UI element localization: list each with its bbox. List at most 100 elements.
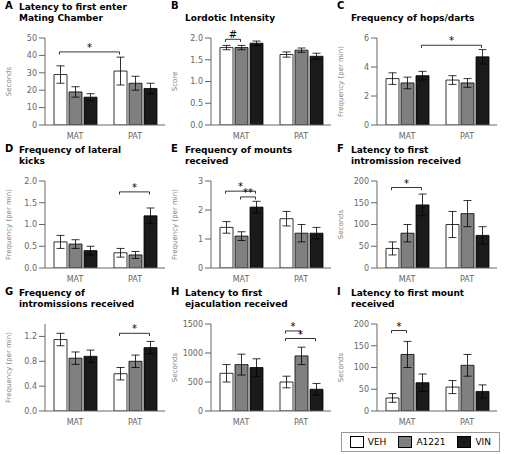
svg-text:Score: Score	[171, 72, 179, 92]
svg-text:0.0: 0.0	[190, 121, 203, 130]
svg-text:#: #	[229, 29, 237, 40]
html-text:ejaculation received: ejaculation received	[185, 299, 288, 309]
svg-text:**: **	[243, 187, 253, 198]
svg-text:6: 6	[364, 34, 369, 43]
svg-text:0: 0	[364, 264, 369, 273]
svg-text:MAT: MAT	[67, 275, 84, 284]
svg-text:PAT: PAT	[294, 418, 308, 427]
html-text:received: received	[351, 299, 395, 309]
svg-text:150: 150	[354, 342, 369, 351]
svg-text:2.0: 2.0	[24, 177, 37, 186]
svg-text:PAT: PAT	[128, 275, 142, 284]
svg-text:*: *	[132, 323, 137, 334]
svg-text:0.5: 0.5	[24, 242, 37, 251]
svg-text:0: 0	[364, 407, 369, 416]
svg-text:*: *	[87, 42, 92, 53]
html-text:Frequency of hops/darts: Frequency of hops/darts	[351, 13, 475, 23]
svg-text:0: 0	[198, 264, 203, 273]
svg-text:MAT: MAT	[233, 418, 250, 427]
svg-text:PAT: PAT	[128, 418, 142, 427]
svg-text:PAT: PAT	[294, 132, 308, 141]
svg-text:PAT: PAT	[460, 275, 474, 284]
svg-text:MAT: MAT	[233, 132, 250, 141]
svg-text:Frequency (per min): Frequency (per min)	[8, 332, 13, 403]
svg-text:1.5: 1.5	[190, 56, 203, 65]
html-text:Mating Chamber: Mating Chamber	[19, 13, 103, 23]
svg-text:MAT: MAT	[399, 275, 416, 284]
svg-text:100: 100	[354, 220, 369, 229]
svg-text:Seconds: Seconds	[8, 66, 13, 96]
svg-text:0.8: 0.8	[24, 357, 37, 366]
html-text:Frequency of: Frequency of	[19, 288, 85, 298]
svg-text:Frequency (per min): Frequency (per min)	[337, 46, 345, 117]
html-text:Latency to first: Latency to first	[351, 145, 429, 155]
svg-text:1.2: 1.2	[24, 332, 37, 341]
svg-text:PAT: PAT	[460, 418, 474, 427]
svg-text:40: 40	[27, 51, 37, 60]
svg-text:*: *	[238, 181, 243, 192]
html-text:Latency to first: Latency to first	[185, 288, 263, 298]
svg-text:1.5: 1.5	[24, 199, 37, 208]
html-text:Latency to first enter: Latency to first enter	[19, 2, 127, 12]
svg-text:2: 2	[198, 206, 203, 215]
svg-text:50: 50	[359, 385, 369, 394]
svg-text:4: 4	[364, 63, 369, 72]
svg-text:0.0: 0.0	[24, 407, 37, 416]
html-text:Frequency of lateral: Frequency of lateral	[19, 145, 122, 155]
svg-text:1000: 1000	[183, 349, 203, 358]
svg-text:30: 30	[27, 69, 37, 78]
svg-text:*: *	[291, 321, 296, 332]
html-text:received: received	[185, 156, 229, 166]
html-text:intromissions received: intromissions received	[19, 299, 135, 309]
svg-text:Frequency (per min): Frequency (per min)	[171, 189, 179, 260]
svg-text:0: 0	[32, 121, 37, 130]
svg-text:PAT: PAT	[294, 275, 308, 284]
svg-text:0.0: 0.0	[24, 264, 37, 273]
svg-text:3: 3	[198, 177, 203, 186]
svg-text:Seconds: Seconds	[171, 352, 179, 382]
html-text:Latency to first mount: Latency to first mount	[351, 288, 465, 298]
svg-text:50: 50	[359, 242, 369, 251]
html-text:VEH: VEH	[367, 437, 387, 447]
svg-text:500: 500	[188, 378, 203, 387]
html-text:VIN: VIN	[475, 437, 491, 447]
svg-text:200: 200	[354, 320, 369, 329]
svg-text:150: 150	[354, 199, 369, 208]
html-text:A1221: A1221	[416, 437, 446, 447]
svg-text:20: 20	[27, 86, 37, 95]
svg-text:100: 100	[354, 363, 369, 372]
svg-text:Frequency (per min): Frequency (per min)	[8, 189, 13, 260]
html-text:Frequency of mounts: Frequency of mounts	[185, 145, 293, 155]
svg-text:50: 50	[27, 34, 37, 43]
svg-text:*: *	[404, 178, 409, 189]
svg-text:PAT: PAT	[128, 132, 142, 141]
svg-text:MAT: MAT	[233, 275, 250, 284]
svg-text:1500: 1500	[183, 320, 203, 329]
svg-text:*: *	[397, 321, 402, 332]
html-text:kicks: kicks	[19, 156, 45, 166]
svg-text:Seconds: Seconds	[337, 209, 345, 239]
svg-text:10: 10	[27, 103, 37, 112]
svg-text:1: 1	[198, 235, 203, 244]
svg-text:0: 0	[198, 407, 203, 416]
html-text:D: D	[5, 143, 14, 154]
svg-text:PAT: PAT	[460, 132, 474, 141]
svg-text:0.5: 0.5	[190, 99, 203, 108]
html-text:Lordotic Intensity: Lordotic Intensity	[185, 13, 275, 23]
svg-text:0: 0	[364, 121, 369, 130]
svg-text:1.0: 1.0	[24, 220, 37, 229]
svg-text:MAT: MAT	[399, 132, 416, 141]
svg-text:*: *	[449, 35, 454, 46]
svg-text:200: 200	[354, 177, 369, 186]
html-text:intromission received: intromission received	[351, 156, 461, 166]
svg-text:1.0: 1.0	[190, 77, 203, 86]
svg-text:*: *	[132, 182, 137, 193]
svg-text:MAT: MAT	[67, 418, 84, 427]
svg-text:MAT: MAT	[399, 418, 416, 427]
svg-text:MAT: MAT	[67, 132, 84, 141]
svg-text:*: *	[298, 329, 303, 340]
svg-text:Seconds: Seconds	[337, 352, 345, 382]
svg-text:2: 2	[364, 92, 369, 101]
svg-text:2.0: 2.0	[190, 34, 203, 43]
svg-text:0.4: 0.4	[24, 382, 37, 391]
